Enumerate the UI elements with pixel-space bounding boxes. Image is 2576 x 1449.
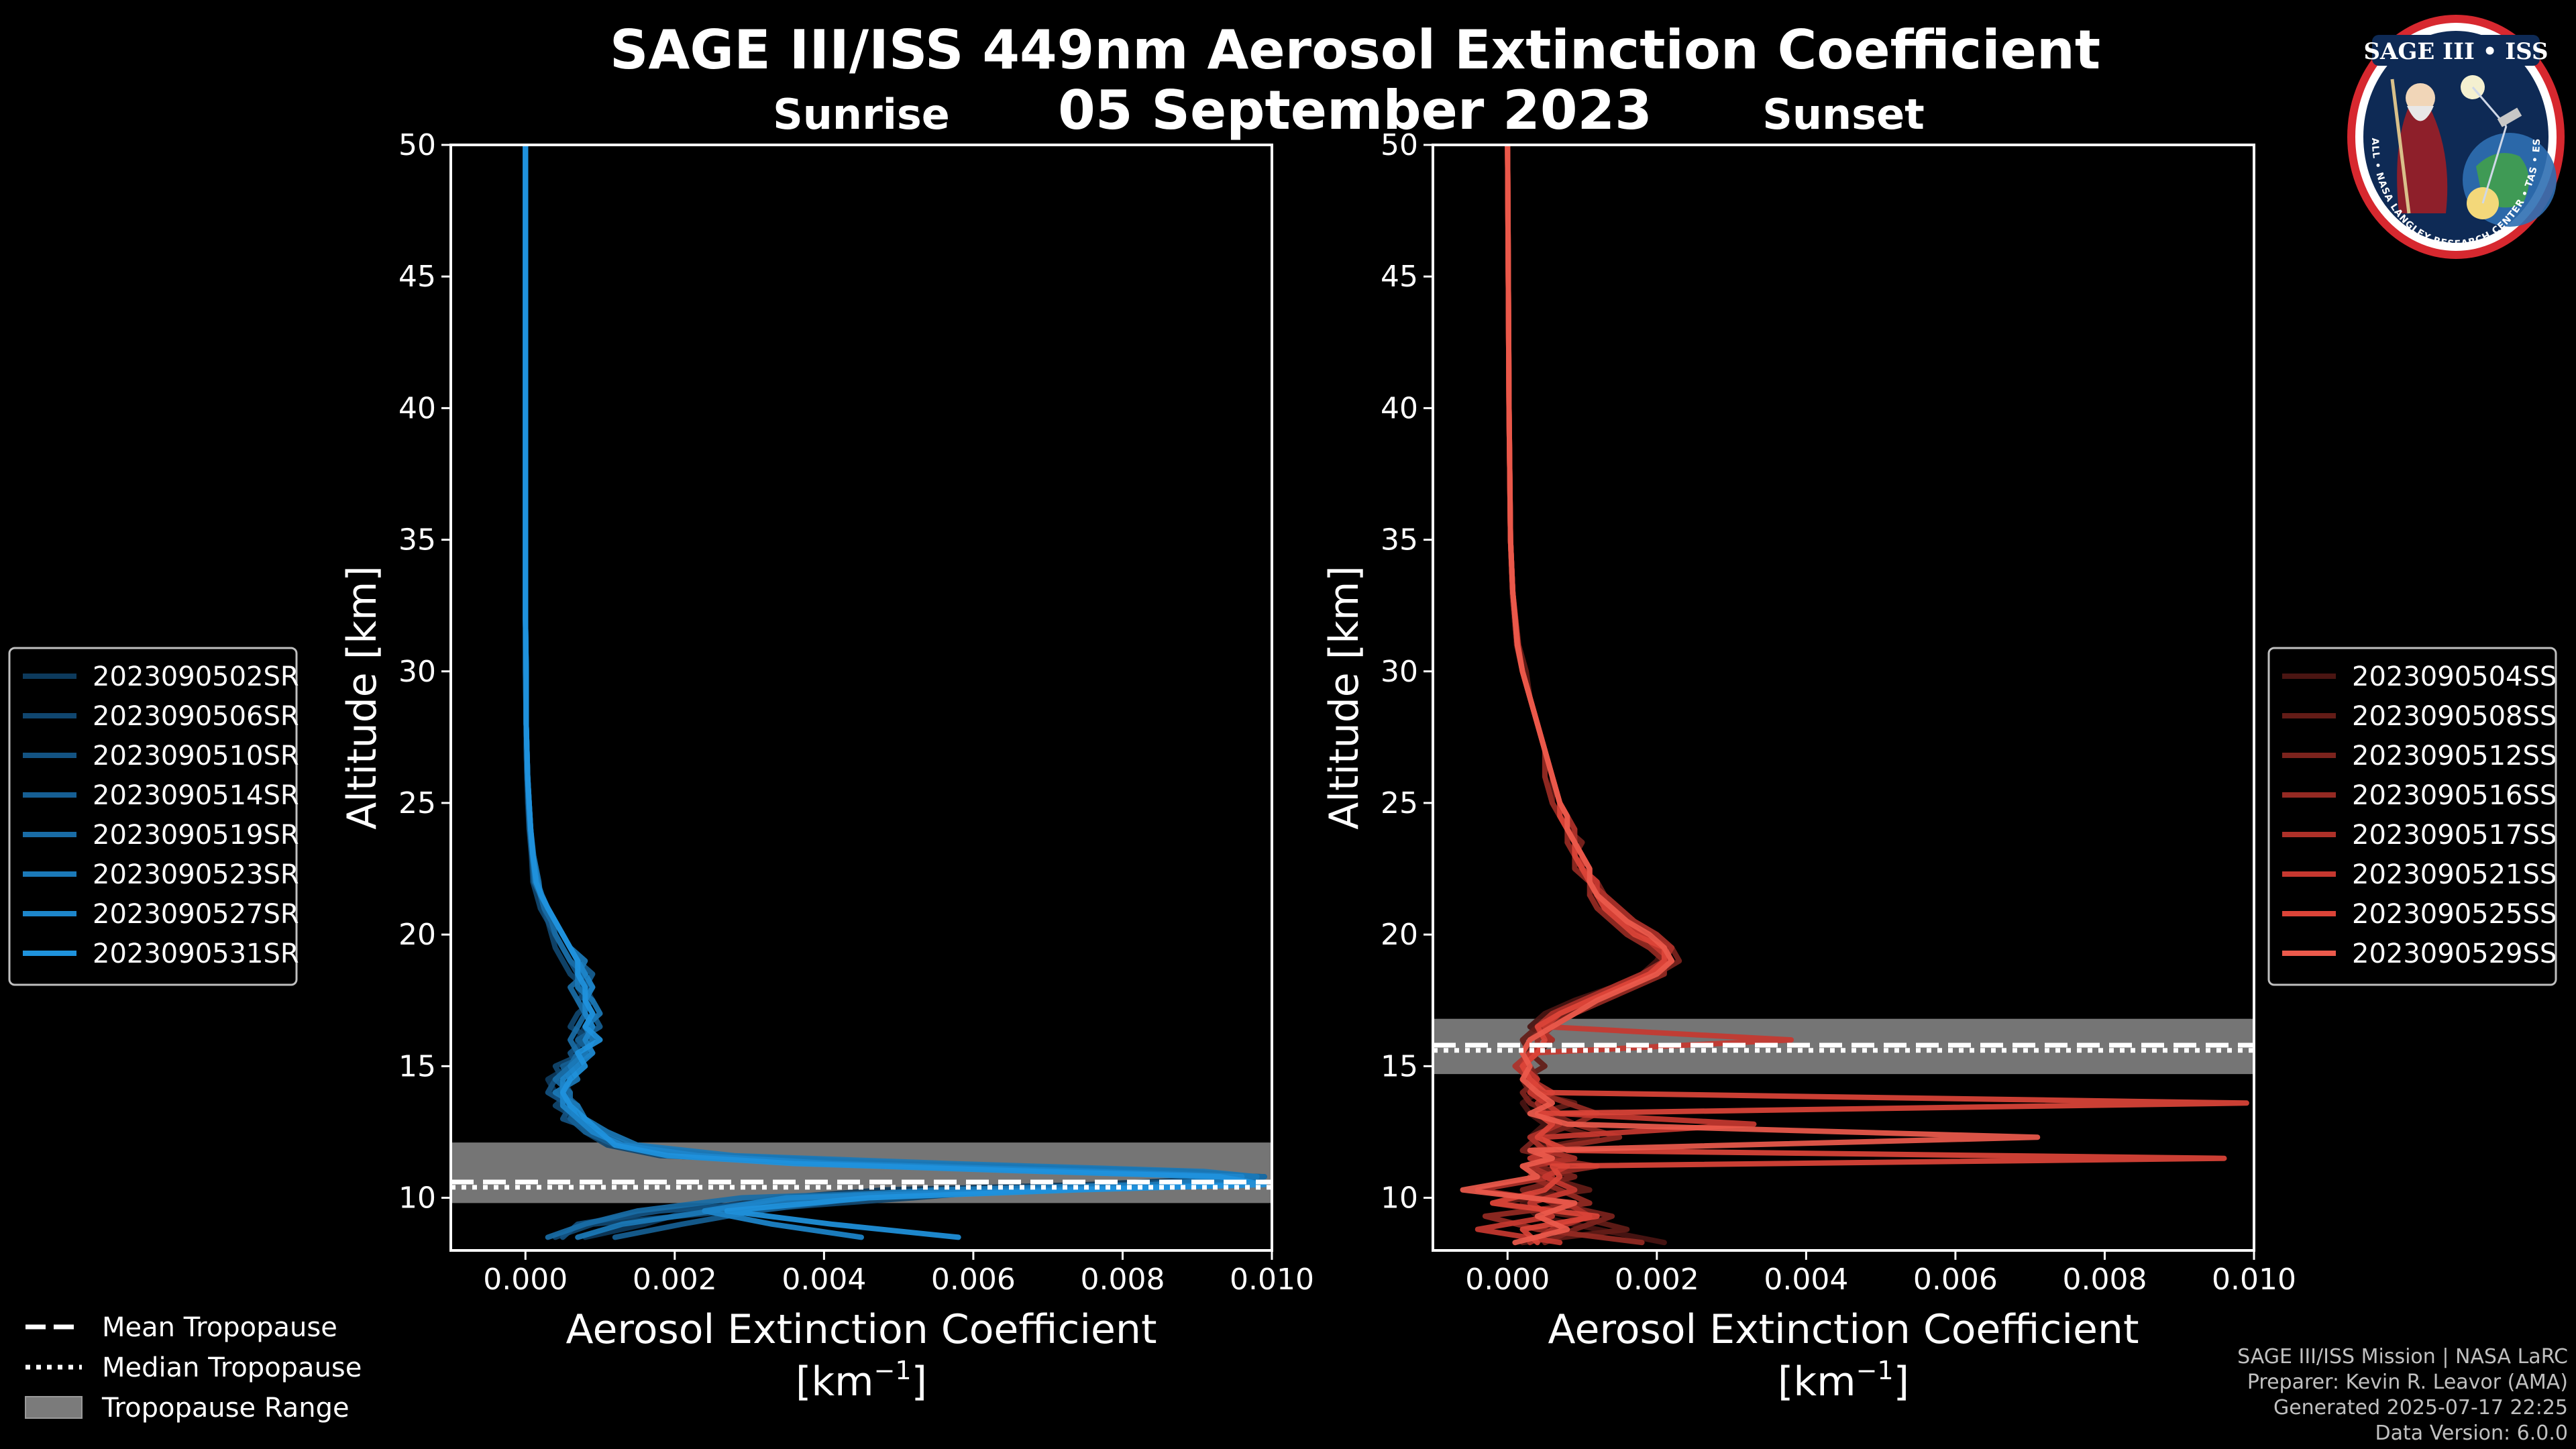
legend-label-2023090525SS: 2023090525SS: [2352, 899, 2557, 930]
sunset-panel-title: Sunset: [1762, 90, 1925, 139]
legend-label-2023090510SR: 2023090510SR: [93, 741, 299, 771]
sunrise-x-axis-label: Aerosol Extinction Coefficient: [566, 1306, 1157, 1353]
y-tick-label: 30: [398, 655, 436, 689]
y-tick-label: 15: [398, 1049, 436, 1083]
x-tick-label: 0.008: [2062, 1263, 2147, 1297]
y-tick-label: 20: [398, 918, 436, 952]
legend-label-2023090527SR: 2023090527SR: [93, 899, 299, 930]
series-line-2023090531SR: [523, 145, 1267, 1240]
sunset-legend: 2023090504SS 2023090508SS 2023090512SS 2023…: [2267, 647, 2557, 986]
legend-label-2023090504SS: 2023090504SS: [2352, 661, 2557, 692]
sunset-plot-area: [1433, 145, 2254, 1250]
legend-label-2023090514SR: 2023090514SR: [93, 780, 299, 811]
sage-iii-mission-patch-logo: SAGE III • ISS BALL • NASA LANGLEY RESEA…: [2345, 12, 2565, 259]
legend-label-2023090512SS: 2023090512SS: [2352, 741, 2557, 771]
sunset-legend-frame: [2267, 647, 2557, 986]
y-tick-label: 40: [1381, 391, 1418, 425]
legend-label-2023090529SS: 2023090529SS: [2352, 938, 2557, 969]
x-tick-label: 0.006: [1913, 1263, 1998, 1297]
x-tick-label: 0.006: [931, 1263, 1016, 1297]
y-tick-label: 15: [1381, 1049, 1418, 1083]
x-tick-label: 0.010: [2212, 1263, 2296, 1297]
figure-title: SAGE III/ISS 449nm Aerosol Extinction Co…: [609, 19, 2101, 81]
tropopause-legend: Mean Tropopause Median Tropopause Tropopau…: [25, 1312, 362, 1424]
sunrise-x-axis-unit: [km−1]: [796, 1356, 927, 1405]
x-tick-label: 0.010: [1230, 1263, 1314, 1297]
legend-tropopause-label: Median Tropopause: [102, 1352, 362, 1383]
x-tick-label: 0.004: [782, 1263, 866, 1297]
sunset-x-axis-label: Aerosol Extinction Coefficient: [1548, 1306, 2139, 1353]
x-tick-label: 0.000: [1465, 1263, 1550, 1297]
legend-label-2023090531SR: 2023090531SR: [93, 938, 299, 969]
y-tick-label: 10: [398, 1181, 436, 1216]
x-tick-label: 0.008: [1080, 1263, 1165, 1297]
credit-mission: SAGE III/ISS Mission | NASA LaRC: [2237, 1345, 2568, 1368]
y-tick-label: 35: [1381, 523, 1418, 557]
y-tick-label: 40: [398, 391, 436, 425]
series-line-2023090529SS: [1460, 145, 2041, 1246]
legend-label-2023090508SS: 2023090508SS: [2352, 701, 2557, 732]
sunset-plot: 0.000 0.002 0.004 0.006 0.008 0.010 10 15 20 25 30…: [1321, 128, 2296, 1405]
legend-tropopause-label: Tropopause Range: [101, 1393, 350, 1424]
y-tick-label: 20: [1381, 918, 1418, 952]
legend-label-2023090506SR: 2023090506SR: [93, 701, 299, 732]
y-tick-label: 45: [1381, 260, 1418, 294]
legend-label-2023090521SS: 2023090521SS: [2352, 859, 2557, 890]
y-tick-label: 25: [1381, 786, 1418, 820]
figure-date: 05 September 2023: [1058, 79, 1652, 142]
y-tick-label: 25: [398, 786, 436, 820]
legend-label-2023090516SS: 2023090516SS: [2352, 780, 2557, 811]
y-tick-label: 45: [398, 260, 436, 294]
y-tick-label: 50: [398, 128, 436, 162]
sunrise-plot: 0.000 0.002 0.004 0.006 0.008 0.010 10 15 20 25 30…: [339, 128, 1314, 1405]
credit-generated: Generated 2025-07-17 22:25: [2273, 1396, 2568, 1419]
logo-title-text: SAGE III • ISS: [2363, 38, 2548, 65]
legend-label-2023090502SR: 2023090502SR: [93, 661, 299, 692]
y-tick-label: 30: [1381, 655, 1418, 689]
sunset-y-axis-label: Altitude [km]: [1321, 566, 1368, 830]
sunrise-legend-frame: [8, 647, 298, 986]
legend-label-2023090519SR: 2023090519SR: [93, 820, 299, 851]
credit-version: Data Version: 6.0.0: [2375, 1421, 2568, 1445]
legend-label-2023090517SS: 2023090517SS: [2352, 820, 2557, 851]
credit-preparer: Preparer: Kevin R. Leavor (AMA): [2247, 1371, 2568, 1394]
x-tick-label: 0.000: [483, 1263, 568, 1297]
sunrise-y-axis-label: Altitude [km]: [339, 566, 386, 830]
x-tick-label: 0.004: [1764, 1263, 1848, 1297]
x-tick-label: 0.002: [1615, 1263, 1699, 1297]
x-tick-label: 0.002: [633, 1263, 717, 1297]
legend-tropopause-label: Mean Tropopause: [102, 1312, 337, 1343]
sunrise-panel-title: Sunrise: [773, 90, 950, 139]
credits-block: SAGE III/ISS Mission | NASA LaRC Prepare…: [2237, 1344, 2568, 1446]
legend-tropopause-range-swatch: [25, 1396, 83, 1419]
sunrise-plot-frame: [449, 144, 1273, 1252]
y-tick-label: 35: [398, 523, 436, 557]
sunset-x-axis-unit: [km−1]: [1778, 1356, 1909, 1405]
legend-label-2023090523SR: 2023090523SR: [93, 859, 299, 890]
y-tick-label: 50: [1381, 128, 1418, 162]
sunset-plot-frame: [1432, 144, 2255, 1252]
y-tick-label: 10: [1381, 1181, 1418, 1216]
sunrise-legend: 2023090502SR 2023090506SR 2023090510SR 2023…: [8, 647, 299, 986]
